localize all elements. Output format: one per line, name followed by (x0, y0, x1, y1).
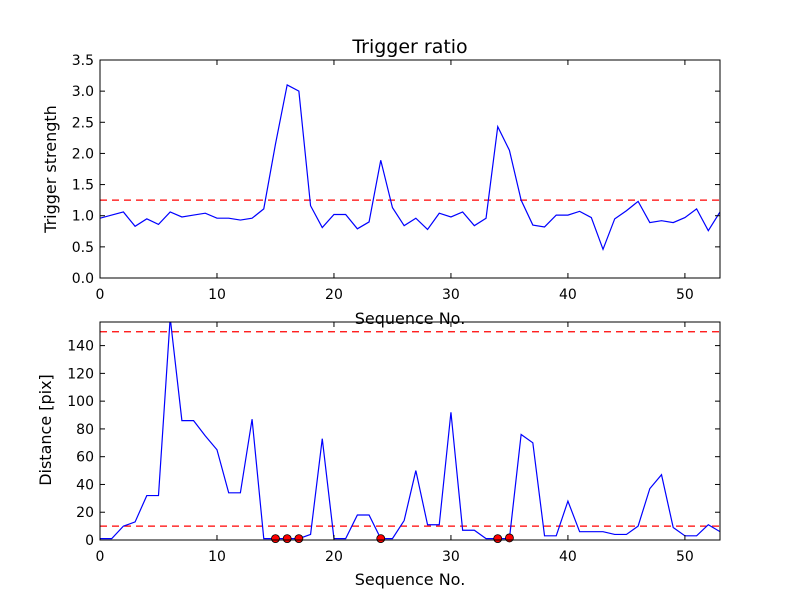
y-tick-label: 2.0 (72, 146, 94, 162)
axes-frame (99, 59, 721, 279)
x-tick-label: 30 (442, 549, 460, 565)
x-tick-label: 40 (559, 287, 577, 303)
y-tick-label: 40 (76, 477, 94, 493)
x-tick-label: 20 (325, 287, 343, 303)
y-axis-label: Distance [pix] (36, 374, 55, 486)
y-tick-label: 3.5 (72, 53, 94, 69)
trigger-ratio-plot: Trigger ratio Sequence No. Trigger stren… (41, 36, 721, 328)
axes-frame (99, 321, 721, 541)
data-point-marker (282, 534, 292, 544)
x-tick-label: 10 (208, 549, 226, 565)
y-tick-label: 120 (67, 366, 94, 382)
y-tick-label: 0.0 (72, 271, 94, 287)
data-point-marker (493, 534, 503, 544)
x-tick-label: 0 (96, 549, 105, 565)
y-tick-label: 140 (67, 339, 94, 355)
y-tick-label: 0.5 (72, 240, 94, 256)
y-tick-label: 1.5 (72, 178, 94, 194)
distance-plot: Sequence No. Distance [pix] 0 10 20 30 40 50 0… (36, 321, 721, 589)
y-tick-label: 2.5 (72, 115, 94, 131)
series-line (100, 322, 720, 540)
data-point-marker (376, 534, 386, 544)
y-tick-label: 60 (76, 450, 94, 466)
x-tick-label: 40 (559, 549, 577, 565)
data-point-marker (271, 534, 280, 544)
x-tick-label: 50 (676, 549, 694, 565)
y-tick-label: 3.0 (72, 84, 94, 100)
y-tick-label: 80 (76, 422, 94, 438)
x-tick-label: 20 (325, 549, 343, 565)
x-tick-label: 0 (96, 287, 105, 303)
plot-title: Trigger ratio (351, 36, 467, 58)
y-tick-label: 20 (76, 505, 94, 521)
y-tick-label: 100 (67, 394, 94, 410)
plot-area (100, 84, 720, 252)
data-point-marker (505, 533, 514, 543)
x-tick-label: 50 (676, 287, 694, 303)
data-point-marker (294, 534, 304, 544)
y-tick-label: 0 (85, 533, 94, 549)
x-tick-label: 10 (208, 287, 226, 303)
series-line (100, 84, 720, 252)
x-axis-label: Sequence No. (355, 309, 466, 328)
y-axis-label: Trigger strength (41, 105, 60, 234)
y-tick-label: 1.0 (72, 209, 94, 225)
plot-area (100, 322, 720, 540)
x-axis-label: Sequence No. (355, 570, 466, 589)
x-tick-label: 30 (442, 287, 460, 303)
